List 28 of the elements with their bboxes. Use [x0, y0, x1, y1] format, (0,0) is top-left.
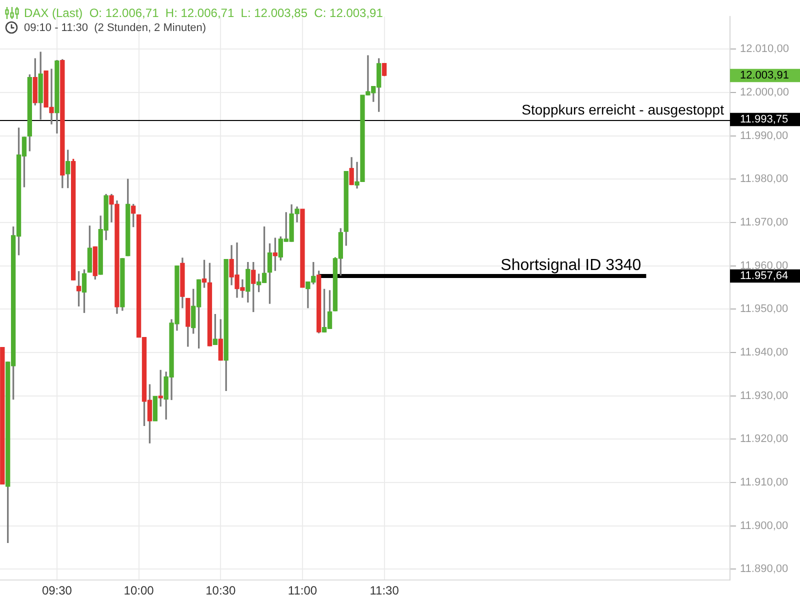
- y-tick-label: 11.990,00: [740, 130, 788, 142]
- y2-tick-label: 11.993,75: [740, 114, 788, 126]
- x-tick-label: 10:30: [206, 584, 236, 598]
- y-tick-label: 11.980,00: [740, 173, 788, 186]
- text: 09:10 - 11:30 (2 Stunden, 2 Minuten): [24, 22, 206, 34]
- y-tick-label: 11.970,00: [740, 216, 788, 228]
- y-tick-label: 11.910,00: [740, 476, 788, 489]
- y-tick-label: 11.940,00: [740, 346, 788, 359]
- candlestick: [152, 396, 158, 422]
- y-tick-label: 11.950,00: [740, 303, 788, 316]
- y-tick-label: 11.920,00: [740, 433, 788, 446]
- y-tick-label: 12.010,00: [740, 43, 789, 56]
- y-tick-label: 11.890,00: [740, 563, 788, 576]
- ref-line-label: Stoppkurs erreicht - ausgestoppt: [522, 102, 724, 118]
- candlestick: [0, 346, 5, 485]
- y-tick-label: 12.000,00: [740, 86, 789, 98]
- chart-title: DAX (Last) O: 12.006,71 H: 12.006,71 L: 12.003,85 C: 12.003,91: [24, 6, 383, 20]
- x-tick-label: 10:00: [124, 584, 154, 598]
- x-tick-label: 11:30: [370, 584, 400, 598]
- x-tick-label: 09:30: [42, 584, 72, 598]
- y-tick-label: 11.930,00: [740, 390, 788, 402]
- y2-tick-label: 12.003,91: [740, 70, 789, 82]
- series-label: Shortsignal ID 3340: [500, 257, 642, 274]
- y-tick-label: 11.900,00: [740, 520, 788, 532]
- y2-tick-label: 11.957,64: [740, 270, 788, 282]
- candlestick: [300, 208, 305, 288]
- x-tick-label: 11:00: [288, 584, 318, 598]
- y-tick-label: 11.960,00: [740, 260, 788, 272]
